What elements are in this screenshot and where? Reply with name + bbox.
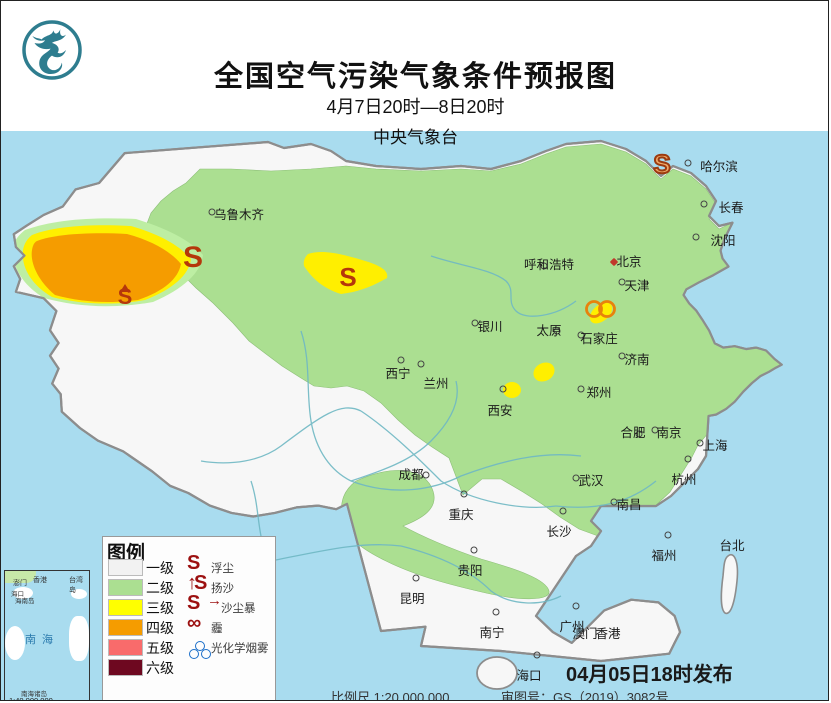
svg-text:S: S bbox=[183, 241, 203, 274]
svg-text:S: S bbox=[339, 262, 356, 292]
svg-text:S: S bbox=[653, 149, 670, 179]
